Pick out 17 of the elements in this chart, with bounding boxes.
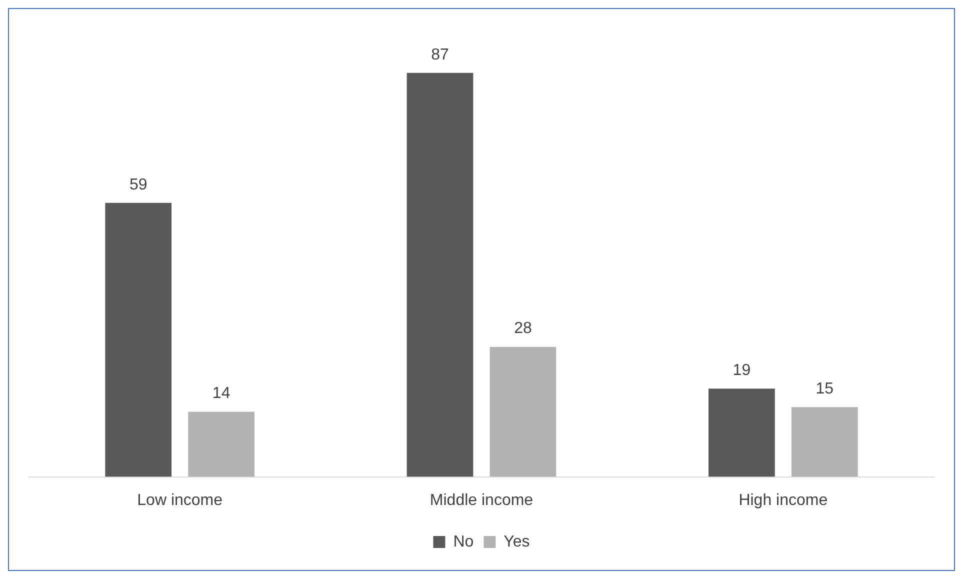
bar — [105, 202, 172, 477]
data-label: 59 — [129, 176, 148, 194]
data-label: 28 — [514, 320, 532, 338]
x-tick-label: Low income — [137, 492, 223, 509]
legend-label: No — [453, 533, 474, 550]
data-label: 15 — [816, 380, 834, 398]
bar — [791, 407, 858, 477]
data-label: 87 — [431, 46, 450, 64]
x-tick-label: Middle income — [430, 492, 534, 509]
data-label: 14 — [212, 385, 230, 402]
bar — [188, 412, 254, 477]
bar — [490, 346, 556, 477]
legend-label: Yes — [504, 533, 530, 550]
bar — [406, 72, 474, 477]
bar — [708, 388, 775, 477]
data-label: 19 — [732, 362, 751, 380]
x-tick-label: High income — [738, 492, 828, 509]
